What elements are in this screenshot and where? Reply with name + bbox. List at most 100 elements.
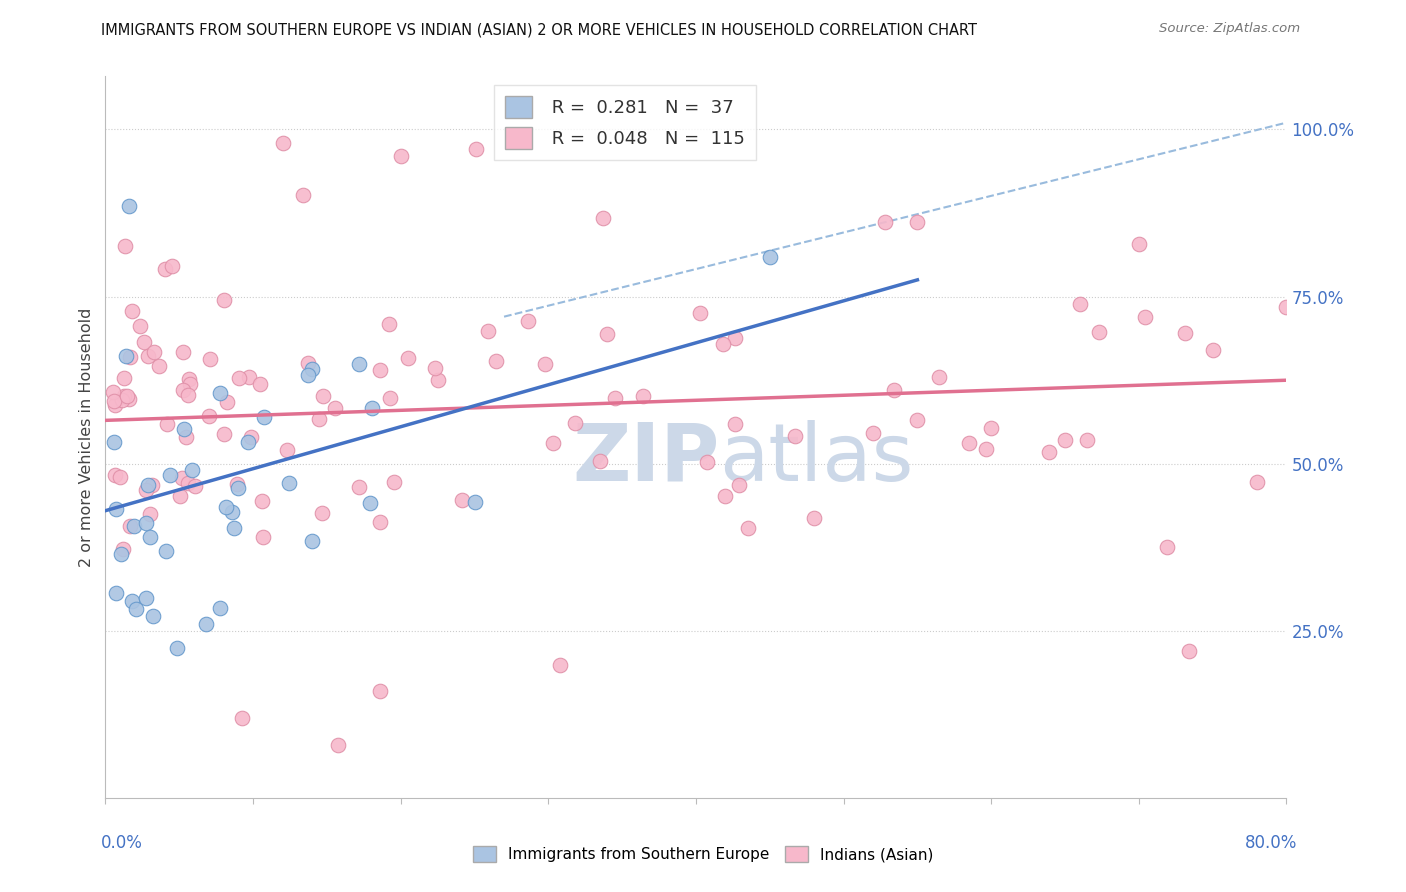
Point xyxy=(176,430,198,444)
Y-axis label: 2 or more Vehicles in Household: 2 or more Vehicles in Household xyxy=(79,308,94,566)
Point xyxy=(179,377,201,392)
Point xyxy=(138,530,162,544)
Point xyxy=(1076,433,1098,447)
Point xyxy=(212,427,235,442)
Point xyxy=(177,372,200,386)
Point xyxy=(724,331,747,345)
Point xyxy=(589,454,612,468)
Point xyxy=(631,388,654,402)
Point xyxy=(803,511,825,525)
Point xyxy=(297,368,319,382)
Point xyxy=(115,349,138,363)
Point xyxy=(125,601,148,615)
Point xyxy=(477,324,499,338)
Point xyxy=(301,533,323,548)
Point xyxy=(135,591,157,605)
Point xyxy=(215,500,238,515)
Point xyxy=(103,394,125,409)
Point xyxy=(451,493,474,508)
Point xyxy=(959,436,981,450)
Point xyxy=(541,436,564,450)
Point xyxy=(176,476,198,491)
Point xyxy=(135,516,157,531)
Point xyxy=(238,369,260,384)
Point xyxy=(112,389,135,403)
Point xyxy=(907,215,929,229)
Point xyxy=(378,392,401,406)
Point xyxy=(110,548,132,562)
Point xyxy=(311,506,333,520)
Point xyxy=(347,357,370,371)
Point xyxy=(689,306,711,320)
Point xyxy=(596,326,619,341)
Point xyxy=(184,479,207,493)
Point xyxy=(118,199,141,213)
Point xyxy=(714,489,737,503)
Point xyxy=(136,478,159,492)
Point xyxy=(1069,297,1091,311)
Point xyxy=(141,477,163,491)
Point xyxy=(1174,326,1197,340)
Point xyxy=(1054,433,1077,447)
Point xyxy=(105,585,128,599)
Point xyxy=(1201,343,1223,358)
Point xyxy=(148,359,170,373)
Point xyxy=(122,519,145,533)
Point xyxy=(592,211,614,225)
Point xyxy=(142,345,165,359)
Point xyxy=(138,508,160,522)
Point xyxy=(425,360,447,375)
Point xyxy=(153,261,176,276)
Point xyxy=(1135,310,1157,324)
Point xyxy=(115,389,138,403)
Point xyxy=(323,401,346,415)
Point xyxy=(197,409,219,423)
Point xyxy=(217,395,239,409)
Point xyxy=(134,334,156,349)
Point xyxy=(104,398,127,412)
Point xyxy=(564,417,586,431)
Point xyxy=(862,426,884,441)
Point xyxy=(221,505,243,519)
Point xyxy=(291,188,314,202)
Point xyxy=(976,442,998,456)
Point xyxy=(166,640,188,655)
Point xyxy=(173,422,195,436)
Point xyxy=(208,600,231,615)
Point xyxy=(368,684,391,698)
Point xyxy=(239,430,262,444)
Point xyxy=(128,319,150,334)
Point xyxy=(1275,300,1298,314)
Point xyxy=(1087,325,1109,339)
Point xyxy=(308,412,330,426)
Point xyxy=(328,738,350,752)
Point xyxy=(737,521,759,535)
Point xyxy=(195,616,218,631)
Point xyxy=(228,371,250,385)
Point xyxy=(783,429,806,443)
Point xyxy=(370,362,392,376)
Point xyxy=(252,530,274,544)
Point xyxy=(104,467,127,482)
Point xyxy=(103,385,125,400)
Point xyxy=(605,391,627,405)
Text: Source: ZipAtlas.com: Source: ZipAtlas.com xyxy=(1160,22,1301,36)
Point xyxy=(534,357,557,371)
Point xyxy=(177,388,200,402)
Point xyxy=(359,496,381,510)
Point xyxy=(297,356,319,370)
Point xyxy=(711,337,734,351)
Point xyxy=(105,501,128,516)
Point xyxy=(727,478,749,492)
Point xyxy=(169,489,191,503)
Point xyxy=(1178,644,1201,658)
Point xyxy=(111,392,134,407)
Point xyxy=(162,259,184,273)
Point xyxy=(214,293,236,307)
Point xyxy=(172,384,194,398)
Point xyxy=(724,417,747,432)
Point xyxy=(117,392,139,406)
Point xyxy=(1038,445,1060,459)
Point xyxy=(118,350,141,364)
Text: ZIP: ZIP xyxy=(572,420,720,498)
